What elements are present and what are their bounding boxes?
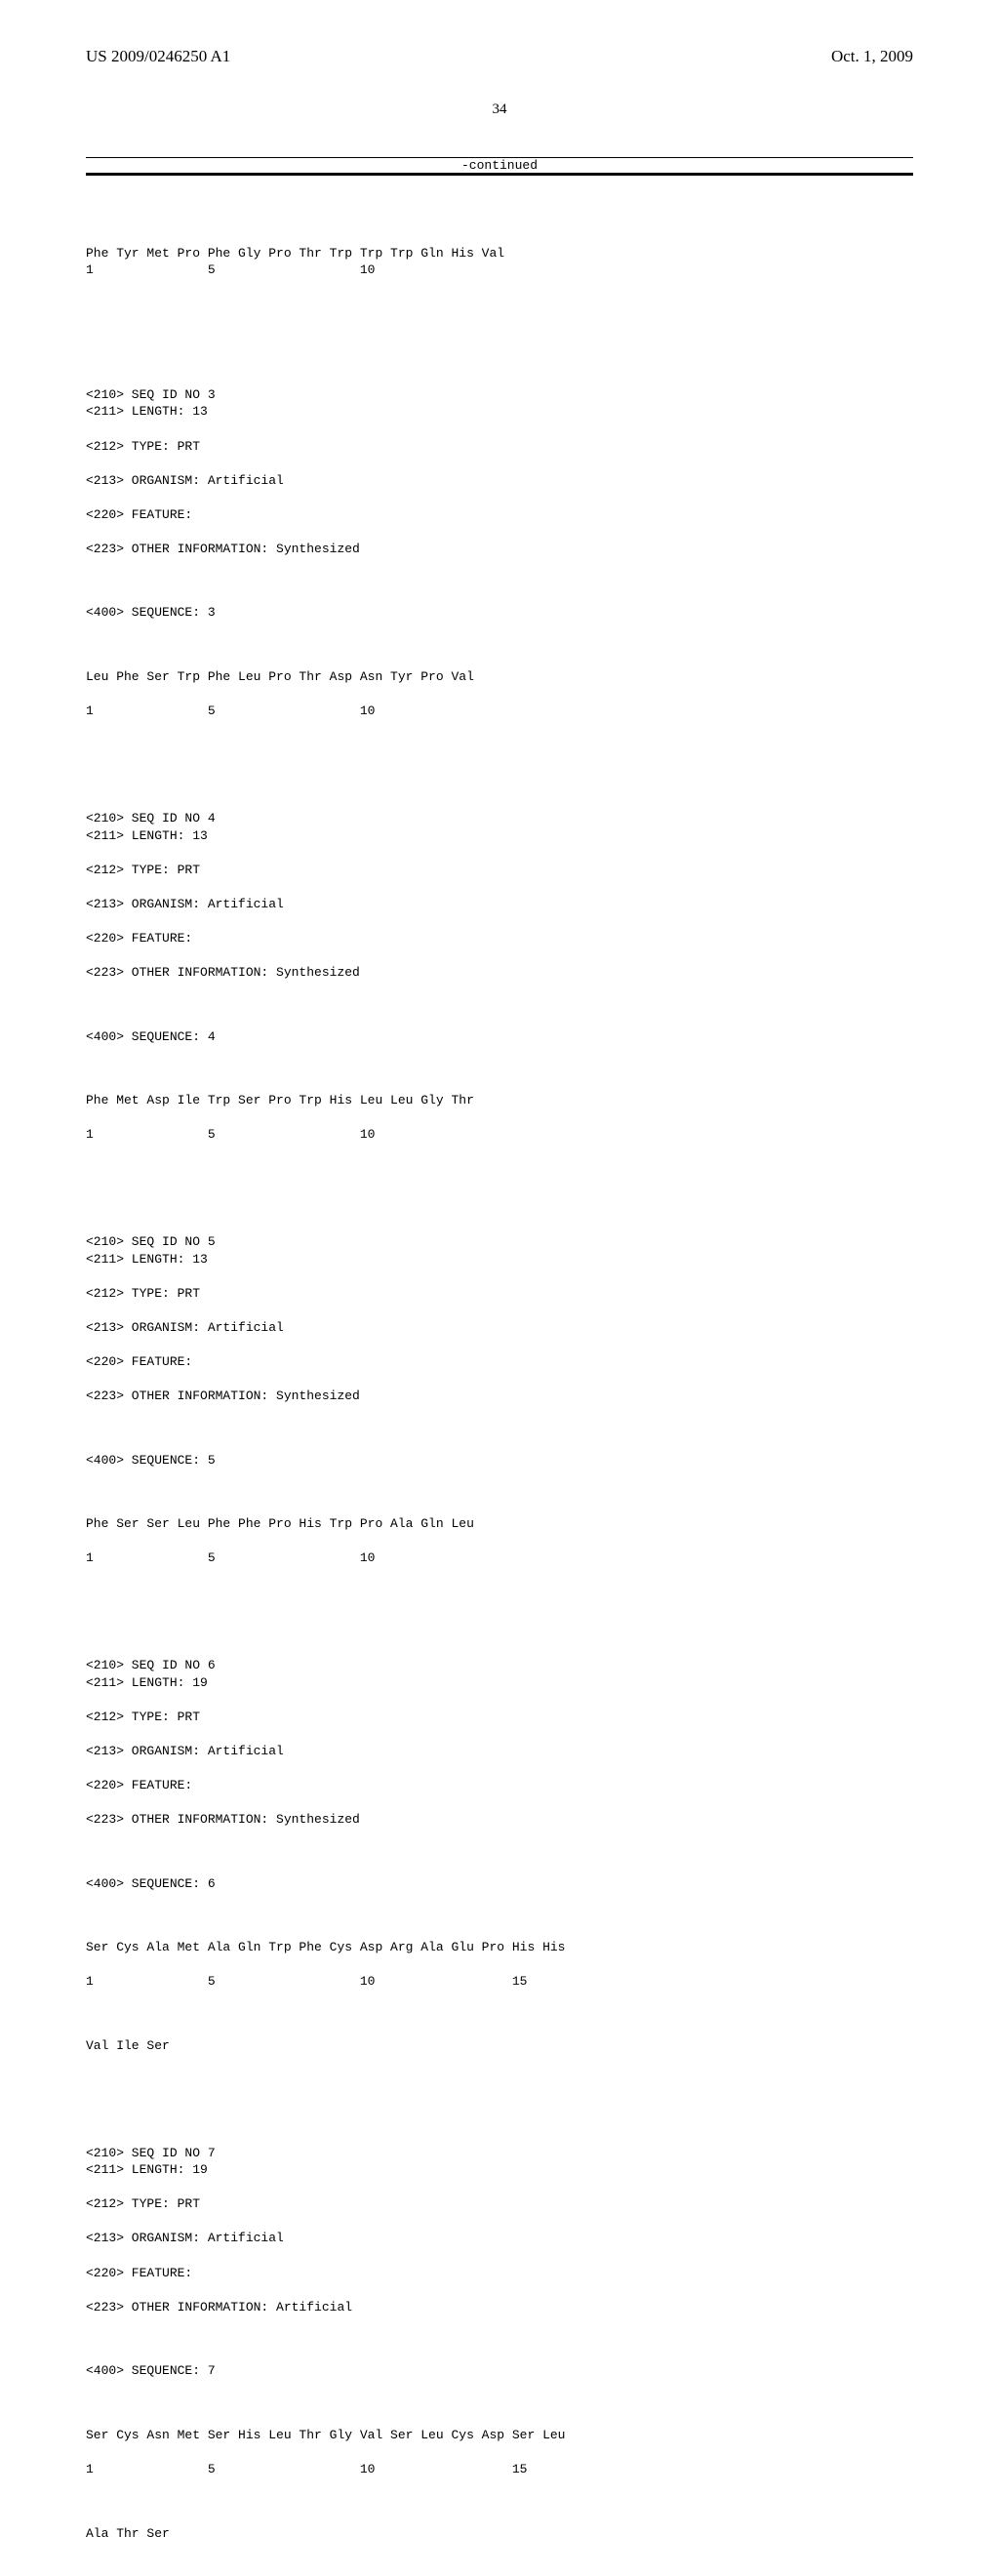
page-header: US 2009/0246250 A1 Oct. 1, 2009 xyxy=(86,47,913,66)
seq-organism: <213> ORGANISM: Artificial xyxy=(86,1743,913,1760)
seq-other: <223> OTHER INFORMATION: Artificial xyxy=(86,2299,913,2316)
position-line: 1 5 10 xyxy=(86,703,913,720)
seq-label: <400> SEQUENCE: 4 xyxy=(86,1028,913,1046)
residue-line: Phe Tyr Met Pro Phe Gly Pro Thr Trp Trp … xyxy=(86,246,504,261)
seq-feature: <220> FEATURE: xyxy=(86,506,913,524)
seq-other: <223> OTHER INFORMATION: Synthesized xyxy=(86,541,913,558)
seq-feature: <220> FEATURE: xyxy=(86,930,913,947)
position-line: 1 5 10 15 xyxy=(86,2461,913,2478)
seq-preamble: Phe Tyr Met Pro Phe Gly Pro Thr Trp Trp … xyxy=(86,227,913,296)
residue-line-2: Ala Thr Ser xyxy=(86,2525,913,2543)
seq-id: <210> SEQ ID NO 6 xyxy=(86,1658,216,1672)
divider-bold xyxy=(86,173,913,176)
publication-id: US 2009/0246250 A1 xyxy=(86,47,230,66)
residue-line: Leu Phe Ser Trp Phe Leu Pro Thr Asp Asn … xyxy=(86,668,913,686)
residue-line: Ser Cys Asn Met Ser His Leu Thr Gly Val … xyxy=(86,2427,913,2444)
continued-label: -continued xyxy=(86,158,913,173)
seq-organism: <213> ORGANISM: Artificial xyxy=(86,2230,913,2247)
seq-feature: <220> FEATURE: xyxy=(86,1353,913,1371)
seq-type: <212> TYPE: PRT xyxy=(86,1709,913,1726)
residue-line: Phe Ser Ser Leu Phe Phe Pro His Trp Pro … xyxy=(86,1515,913,1533)
seq-other: <223> OTHER INFORMATION: Synthesized xyxy=(86,964,913,982)
seq-entry-3: <210> SEQ ID NO 3 <211> LENGTH: 13 <212>… xyxy=(86,369,913,737)
seq-label: <400> SEQUENCE: 7 xyxy=(86,2362,913,2380)
residue-line: Ser Cys Ala Met Ala Gln Trp Phe Cys Asp … xyxy=(86,1939,913,1956)
position-line: 1 5 10 xyxy=(86,1550,913,1567)
seq-feature: <220> FEATURE: xyxy=(86,1777,913,1794)
seq-entry-7: <210> SEQ ID NO 7 <211> LENGTH: 19 <212>… xyxy=(86,2127,913,2559)
seq-length: <211> LENGTH: 19 xyxy=(86,2161,913,2179)
position-line: 1 5 10 xyxy=(86,1126,913,1144)
seq-label: <400> SEQUENCE: 3 xyxy=(86,604,913,622)
seq-type: <212> TYPE: PRT xyxy=(86,2195,913,2213)
seq-type: <212> TYPE: PRT xyxy=(86,438,913,456)
seq-other: <223> OTHER INFORMATION: Synthesized xyxy=(86,1388,913,1405)
seq-entry-6: <210> SEQ ID NO 6 <211> LENGTH: 19 <212>… xyxy=(86,1639,913,2072)
continued-wrapper: -continued xyxy=(86,157,913,176)
seq-label: <400> SEQUENCE: 6 xyxy=(86,1875,913,1893)
seq-feature: <220> FEATURE: xyxy=(86,2265,913,2282)
seq-type: <212> TYPE: PRT xyxy=(86,1285,913,1303)
seq-organism: <213> ORGANISM: Artificial xyxy=(86,1319,913,1337)
seq-entry-4: <210> SEQ ID NO 4 <211> LENGTH: 13 <212>… xyxy=(86,792,913,1160)
residue-line-2: Val Ile Ser xyxy=(86,2037,913,2055)
seq-length: <211> LENGTH: 19 xyxy=(86,1674,913,1692)
seq-length: <211> LENGTH: 13 xyxy=(86,403,913,421)
seq-id: <210> SEQ ID NO 4 xyxy=(86,811,216,825)
seq-label: <400> SEQUENCE: 5 xyxy=(86,1452,913,1469)
seq-id: <210> SEQ ID NO 5 xyxy=(86,1234,216,1249)
page-number: 34 xyxy=(86,101,913,118)
position-line: 1 5 10 15 xyxy=(86,1973,913,1991)
seq-organism: <213> ORGANISM: Artificial xyxy=(86,472,913,490)
publication-date: Oct. 1, 2009 xyxy=(831,47,913,66)
position-line: 1 5 10 xyxy=(86,262,913,279)
seq-type: <212> TYPE: PRT xyxy=(86,862,913,879)
seq-length: <211> LENGTH: 13 xyxy=(86,1251,913,1268)
seq-other: <223> OTHER INFORMATION: Synthesized xyxy=(86,1811,913,1829)
sequence-listing: Phe Tyr Met Pro Phe Gly Pro Thr Trp Trp … xyxy=(86,193,913,2576)
residue-line: Phe Met Asp Ile Trp Ser Pro Trp His Leu … xyxy=(86,1092,913,1109)
seq-entry-5: <210> SEQ ID NO 5 <211> LENGTH: 13 <212>… xyxy=(86,1216,913,1584)
seq-id: <210> SEQ ID NO 7 xyxy=(86,2146,216,2160)
seq-organism: <213> ORGANISM: Artificial xyxy=(86,896,913,913)
seq-id: <210> SEQ ID NO 3 xyxy=(86,387,216,402)
seq-length: <211> LENGTH: 13 xyxy=(86,827,913,845)
